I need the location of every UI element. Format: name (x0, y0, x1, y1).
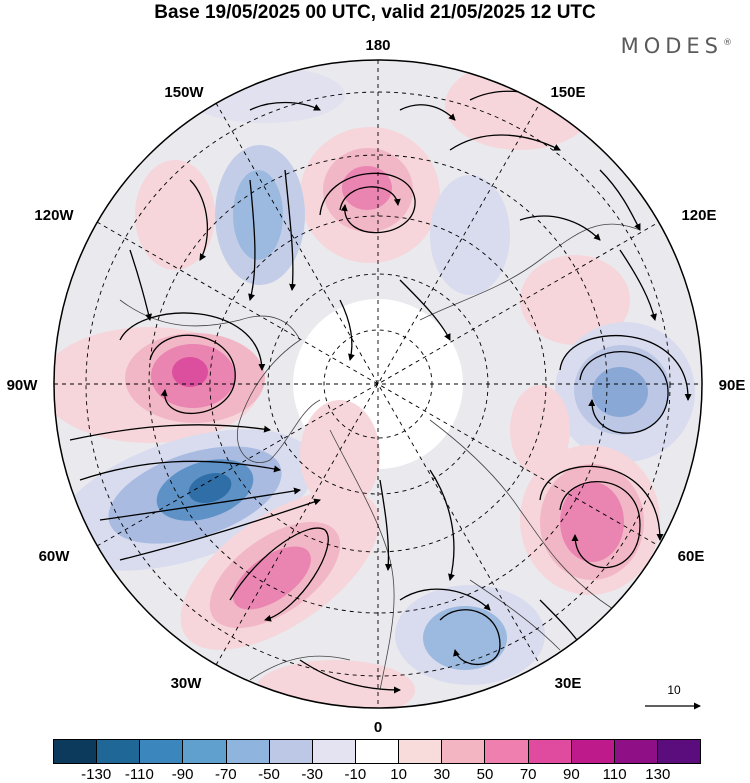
colorbar-segment (571, 740, 615, 763)
colorbar-tick-label: 10 (390, 766, 407, 783)
label-30w: 30W (171, 675, 203, 692)
label-60w: 60W (39, 548, 71, 565)
label-120e: 120E (681, 207, 716, 224)
modes-logo: MODES® (620, 34, 732, 58)
reference-vector-label: 10 (667, 683, 681, 697)
label-150e: 150E (550, 84, 585, 101)
colorbar-tick-label: -110 (124, 766, 154, 783)
colorbar-tick-label: -30 (301, 766, 324, 783)
colorbar-tick-label: -10 (344, 766, 367, 783)
colorbar-tick-label: 110 (602, 766, 627, 783)
graticule (54, 60, 702, 708)
colorbar-segment (97, 740, 141, 763)
colorbar-tick-label: -90 (171, 766, 194, 783)
colorbar-segment (183, 740, 227, 763)
colorbar-tick-label: -50 (258, 766, 280, 783)
colorbar-tick-label: 130 (645, 766, 671, 783)
colorbar-segment (54, 740, 98, 763)
colorbar-segment (269, 740, 313, 763)
colorbar-segment (226, 740, 270, 763)
label-60e: 60E (678, 548, 705, 565)
label-90w: 90W (7, 377, 39, 394)
colorbar-tick-labels: -130 -110 -90 -70 -50 -30 -10 10 30 50 70 90 110 130 (53, 766, 701, 783)
label-120w: 120W (34, 207, 74, 224)
label-0: 0 (374, 719, 382, 736)
label-90e: 90E (719, 377, 746, 394)
label-180: 180 (365, 37, 390, 54)
coastlines (119, 223, 661, 691)
map-title: Base 19/05/2025 00 UTC, valid 21/05/2025… (154, 2, 596, 23)
colorbar-tick-label: 30 (433, 766, 451, 783)
colorbar-segment (657, 740, 701, 763)
colorbar-tick-label: -130 (81, 766, 112, 783)
colorbar-tick-label: 70 (519, 766, 537, 783)
map-boundary (53, 59, 703, 709)
reference-vector: 10 (645, 683, 701, 710)
longitude-labels: 180 0 90W 90E 150W 120W 150E 120E 60W 30… (7, 37, 746, 736)
colorbar-tick-label: -70 (214, 766, 237, 783)
colorbar-segment (140, 740, 184, 763)
colorbar-segment (528, 740, 572, 763)
colorbar-segment (485, 740, 529, 763)
wind-streamlines (69, 90, 692, 694)
colorbar-segment (312, 740, 356, 763)
label-30e: 30E (555, 675, 582, 692)
colorbar-tick-label: 50 (476, 766, 494, 783)
colorbar-segment (442, 740, 486, 763)
colorbar-tick-label: 90 (563, 766, 580, 783)
colorbar-segment (399, 740, 443, 763)
colorbar (53, 739, 701, 764)
colorbar-segment (614, 740, 658, 763)
colorbar-segment (355, 740, 400, 763)
label-150w: 150W (164, 84, 204, 101)
